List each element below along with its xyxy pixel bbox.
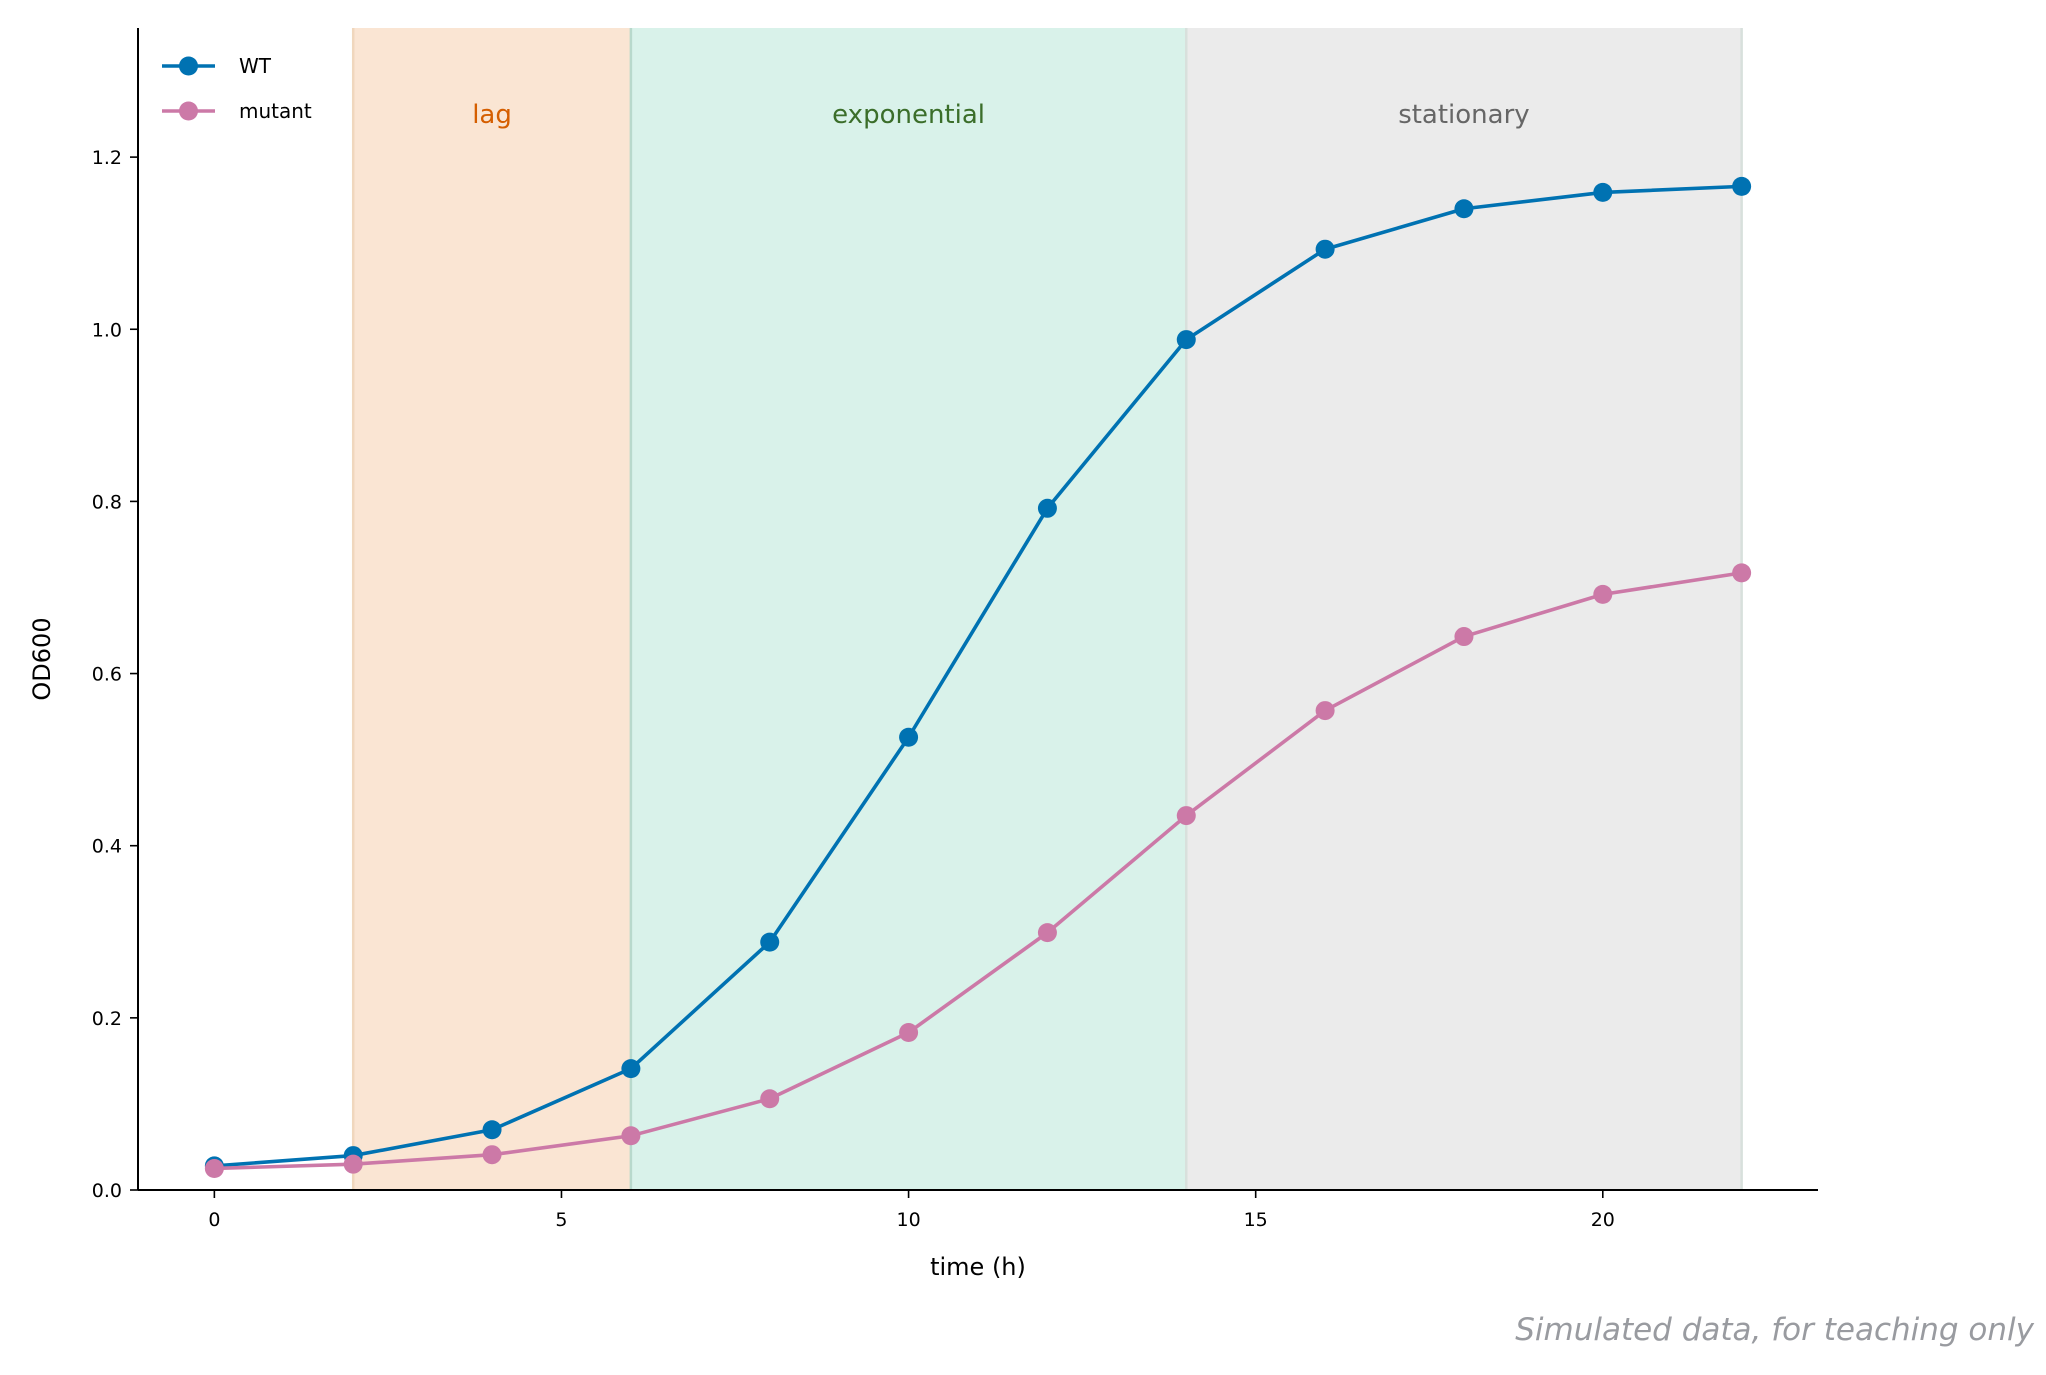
data-point-mutant [1593, 584, 1613, 604]
data-point-mutant [760, 1089, 780, 1109]
data-point-wt [1315, 239, 1335, 259]
data-point-mutant [621, 1126, 641, 1146]
legend-marker-wt [179, 56, 198, 76]
y-tick-label: 0.4 [92, 836, 122, 858]
phase-bands: lag exponential stationary [351, 28, 1743, 1190]
y-tick-label: 0.0 [92, 1180, 122, 1202]
data-point-wt [1176, 330, 1196, 350]
x-tick-label: 20 [1591, 1209, 1615, 1231]
legend-marker-mutant [179, 101, 198, 121]
data-point-wt [1454, 199, 1474, 219]
data-point-wt [1732, 176, 1752, 196]
data-point-mutant [1454, 627, 1474, 647]
y-tick-label: 1.2 [92, 147, 122, 169]
footnote: Simulated data, for teaching only [1515, 1312, 2034, 1348]
data-point-mutant [899, 1022, 919, 1042]
x-axis-title: time (h) [930, 1253, 1026, 1281]
phase-band-stationary [1186, 28, 1742, 1190]
data-point-wt [1037, 498, 1057, 518]
series-line-wt [212, 184, 1744, 1168]
y-tick-label: 0.8 [92, 491, 122, 513]
data-point-wt [899, 727, 919, 747]
data-point-wt [1593, 182, 1613, 202]
x-tick-label: 15 [1244, 1209, 1268, 1231]
y-tick-label: 0.2 [92, 1008, 122, 1030]
phase-label-stationary: stationary [1398, 100, 1530, 130]
phase-band-exponential [630, 28, 1187, 1190]
data-point-mutant [1037, 923, 1057, 943]
legend: WT mutant [162, 54, 312, 123]
series-lines [204, 176, 1752, 1178]
x-tick-label: 5 [555, 1209, 567, 1231]
x-tick-label: 0 [208, 1209, 220, 1231]
series-line-mutant [212, 571, 1744, 1171]
phase-label-exponential: exponential [832, 100, 985, 130]
axes: 0 5 10 15 20 0.0 0.2 0.4 0.6 0.8 1.0 1.2 time (h) OD6… [28, 28, 1818, 1281]
y-tick-label: 0.6 [92, 664, 122, 686]
x-tick-label: 10 [896, 1209, 920, 1231]
data-point-wt [482, 1120, 502, 1140]
data-point-mutant [482, 1145, 502, 1165]
data-point-mutant [1176, 806, 1196, 826]
data-point-mutant [1732, 563, 1752, 583]
y-axis-title: OD600 [28, 617, 56, 700]
data-point-mutant [1315, 701, 1335, 721]
data-point-wt [621, 1059, 641, 1079]
legend-label-mutant: mutant [239, 99, 312, 123]
data-point-mutant [204, 1158, 224, 1178]
y-tick-label: 1.0 [92, 319, 122, 341]
data-point-wt [760, 932, 780, 952]
data-point-mutant [343, 1154, 363, 1174]
legend-label-wt: WT [239, 54, 272, 78]
phase-label-lag: lag [472, 100, 512, 130]
phase-band-lag [353, 28, 631, 1190]
